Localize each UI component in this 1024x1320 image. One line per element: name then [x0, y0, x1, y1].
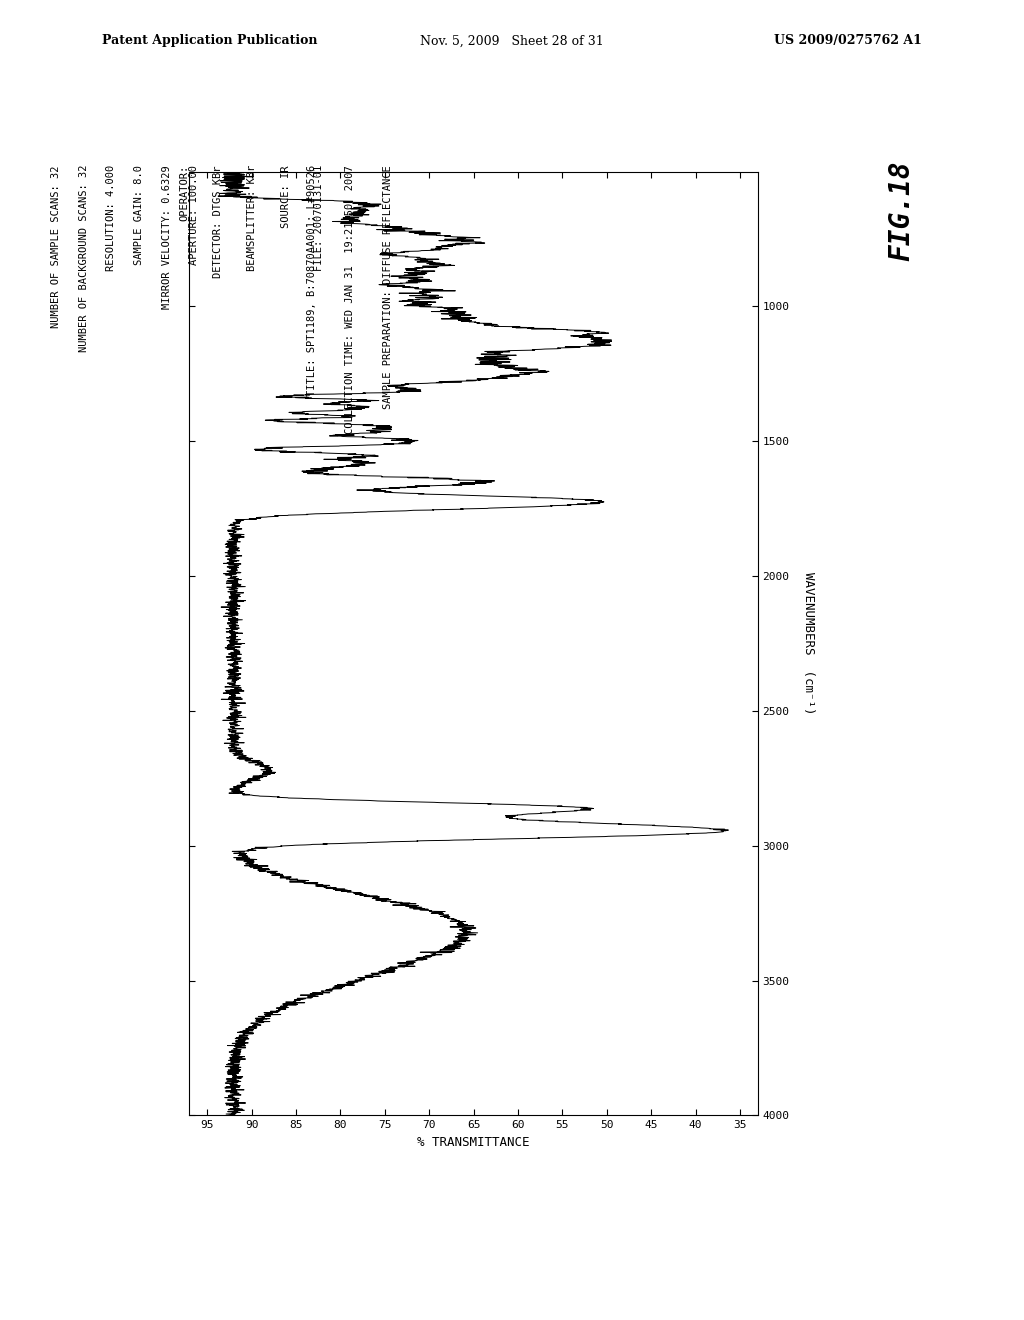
Text: DETECTOR: DTGS KBr: DETECTOR: DTGS KBr — [213, 165, 223, 277]
Text: NUMBER OF BACKGROUND SCANS: 32: NUMBER OF BACKGROUND SCANS: 32 — [79, 165, 89, 352]
Text: SAMPLE PREPARATION: DIFFUSE REFLECTANCE: SAMPLE PREPARATION: DIFFUSE REFLECTANCE — [383, 165, 393, 409]
X-axis label: % TRANSMITTANCE: % TRANSMITTANCE — [418, 1135, 529, 1148]
Text: COLLECTION TIME: WED JAN 31  19:21:50  2007: COLLECTION TIME: WED JAN 31 19:21:50 200… — [345, 165, 355, 434]
Text: APERTURE: 100.00: APERTURE: 100.00 — [189, 165, 200, 265]
Text: Nov. 5, 2009   Sheet 28 of 31: Nov. 5, 2009 Sheet 28 of 31 — [420, 34, 604, 48]
Text: FILE: 20070131-01: FILE: 20070131-01 — [314, 165, 325, 271]
Text: NUMBER OF SAMPLE SCANS: 32: NUMBER OF SAMPLE SCANS: 32 — [51, 165, 61, 327]
Text: BEAMSPLITTER: KBr: BEAMSPLITTER: KBr — [247, 165, 257, 271]
Text: Patent Application Publication: Patent Application Publication — [102, 34, 317, 48]
Text: SAMPLE GAIN: 8.0: SAMPLE GAIN: 8.0 — [134, 165, 144, 265]
Text: OPERATOR:: OPERATOR: — [179, 165, 189, 222]
Y-axis label: WAVENUMBERS  (cm⁻¹): WAVENUMBERS (cm⁻¹) — [802, 573, 815, 714]
Text: FIG.18: FIG.18 — [887, 161, 915, 261]
Text: US 2009/0275762 A1: US 2009/0275762 A1 — [774, 34, 922, 48]
Text: RESOLUTION: 4.000: RESOLUTION: 4.000 — [106, 165, 117, 271]
Text: TITLE: SPT1189, B:70870AA001; L#90526: TITLE: SPT1189, B:70870AA001; L#90526 — [307, 165, 317, 396]
Text: MIRROR VELOCITY: 0.6329: MIRROR VELOCITY: 0.6329 — [162, 165, 172, 309]
Text: SOURCE: IR: SOURCE: IR — [281, 165, 291, 227]
